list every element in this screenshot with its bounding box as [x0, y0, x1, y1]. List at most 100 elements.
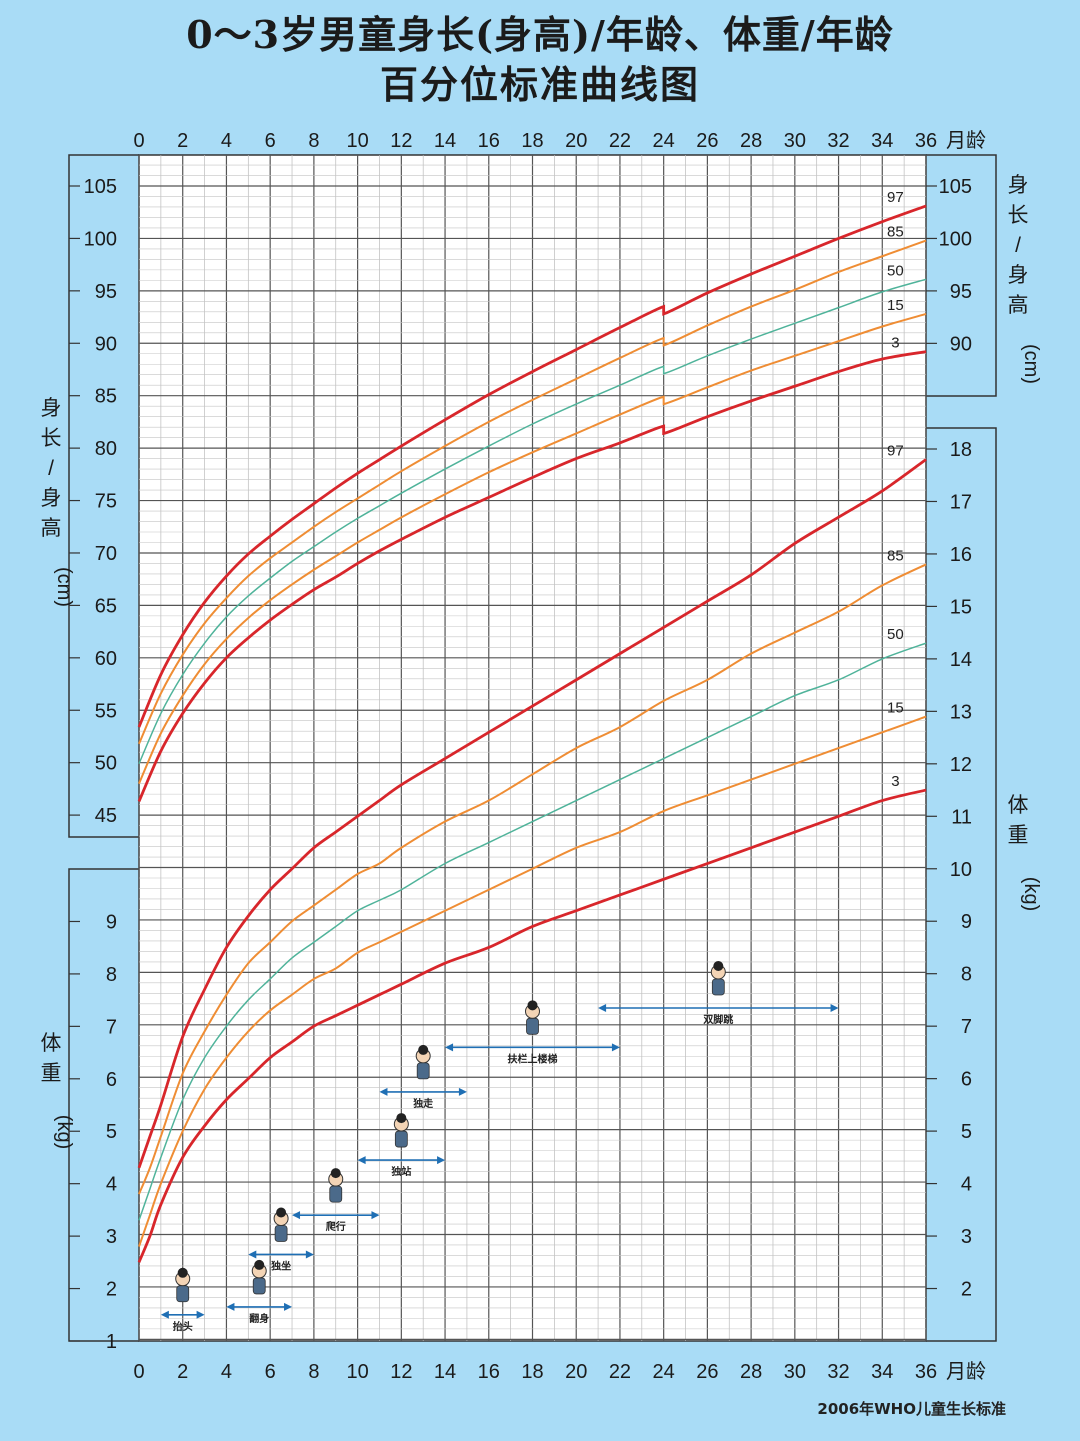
weight-tick-left: 1 — [106, 1331, 117, 1353]
baby-hair-icon — [254, 1259, 265, 1270]
x-tick-label-bottom: 8 — [308, 1361, 319, 1383]
baby-hair-icon — [276, 1207, 287, 1218]
weight-tick-right: 4 — [961, 1174, 972, 1196]
x-tick-label-bottom: 0 — [133, 1361, 144, 1383]
length-axis-title-right-char: 身 — [1008, 174, 1029, 197]
x-tick-label-top: 14 — [434, 130, 456, 152]
weight-axis-title-left-char: 重 — [41, 1062, 62, 1085]
arrow-head-left — [226, 1302, 235, 1311]
weight-axis-title-right-unit: (kg) — [1020, 877, 1042, 911]
x-tick-label-top: 30 — [784, 130, 806, 152]
length-tick-left: 100 — [84, 228, 117, 250]
weight-tick-left: 8 — [106, 964, 117, 986]
arrow-head-right — [458, 1087, 467, 1096]
x-tick-label-bottom: 22 — [609, 1361, 631, 1383]
milestone-label: 独坐 — [271, 1259, 291, 1272]
length-axis-title-left-char: 高 — [41, 517, 62, 540]
weight-tick-right: 14 — [950, 649, 972, 671]
x-tick-label-bottom: 30 — [784, 1361, 806, 1383]
baby-body-icon — [176, 1285, 190, 1303]
weight-curve-15 — [138, 715, 927, 1247]
x-tick-label-bottom: 20 — [565, 1361, 587, 1383]
x-tick-label-bottom: 34 — [871, 1361, 893, 1383]
milestone-label: 爬行 — [325, 1220, 346, 1233]
arrow-head-right — [305, 1250, 314, 1259]
weight-axis-title-right-char: 体 — [1008, 794, 1029, 817]
baby-hair-icon — [527, 1000, 538, 1011]
weight-tick-right: 16 — [950, 544, 972, 566]
x-tick-label-top: 20 — [565, 130, 587, 152]
weight-tick-right: 15 — [950, 596, 972, 618]
weight-tick-right: 2 — [961, 1279, 972, 1301]
milestone-label: 独站 — [391, 1165, 411, 1178]
baby-body-icon — [274, 1225, 288, 1242]
weight-curve-97 — [137, 458, 927, 1169]
weight-tick-right: 7 — [961, 1016, 972, 1038]
milestone-label: 抬头 — [173, 1320, 193, 1333]
weight-tick-right: 18 — [950, 439, 972, 461]
baby-hair-icon — [713, 961, 724, 972]
weight-axis-frame-right — [926, 427, 997, 1342]
arrow-head-right — [371, 1211, 380, 1220]
baby-hair-icon — [396, 1113, 407, 1124]
weight-tick-left: 5 — [106, 1121, 117, 1143]
length-curve-85 — [138, 239, 927, 745]
weight-tick-right: 8 — [961, 964, 972, 986]
length-tick-right: 95 — [950, 281, 972, 303]
arrow-head-left — [160, 1310, 169, 1319]
x-tick-label-top: 16 — [478, 130, 500, 152]
weight-tick-left: 9 — [106, 911, 117, 933]
length-tick-right: 90 — [950, 333, 972, 355]
x-tick-label-top: 12 — [390, 130, 412, 152]
percentile-label: 3 — [891, 773, 899, 790]
length-axis-title-right-unit: (cm) — [1020, 344, 1042, 384]
x-tick-label-top: 36 — [915, 130, 937, 152]
percentile-label: 50 — [887, 626, 904, 643]
percentile-label: 85 — [887, 224, 904, 241]
arrow-head-right — [284, 1302, 293, 1311]
length-tick-left: 65 — [95, 595, 117, 617]
x-tick-label-bottom: 18 — [521, 1361, 543, 1383]
weight-tick-right: 9 — [961, 911, 972, 933]
length-tick-left: 95 — [95, 281, 117, 303]
arrow-head-left — [445, 1043, 454, 1052]
weight-curve-50 — [138, 642, 927, 1221]
x-tick-label-bottom: 26 — [696, 1361, 718, 1383]
length-axis-title-right-char: 高 — [1008, 294, 1029, 317]
weight-tick-right: 10 — [950, 859, 972, 881]
x-tick-label-top: 28 — [740, 130, 762, 152]
x-tick-label-bottom: 16 — [478, 1361, 500, 1383]
length-tick-left: 90 — [95, 333, 117, 355]
x-tick-label-bottom: 14 — [434, 1361, 456, 1383]
x-tick-label-bottom: 4 — [221, 1361, 232, 1383]
length-tick-left: 80 — [95, 438, 117, 460]
grid-lines — [138, 155, 927, 1341]
weight-tick-right: 11 — [951, 806, 972, 828]
arrow-head-right — [437, 1156, 446, 1165]
weight-axis-title-left-unit: (kg) — [53, 1115, 75, 1149]
percentile-label: 15 — [887, 700, 904, 717]
length-tick-left: 55 — [95, 700, 117, 722]
weight-axis-frame-left — [68, 868, 139, 1342]
baby-hair-icon — [418, 1044, 429, 1055]
x-tick-label-top: 8 — [308, 130, 319, 152]
weight-axis-title-right-char: 重 — [1008, 824, 1029, 847]
weight-tick-left: 3 — [106, 1226, 117, 1248]
x-tick-label-bottom: 32 — [827, 1361, 849, 1383]
x-tick-label-bottom: 2 — [177, 1361, 188, 1383]
x-axis-title-top: 月龄 — [946, 129, 986, 152]
length-tick-left: 105 — [84, 176, 117, 198]
milestone-label: 翻身 — [249, 1312, 269, 1325]
weight-tick-left: 4 — [106, 1174, 117, 1196]
arrow-head-left — [292, 1211, 301, 1220]
weight-tick-right: 17 — [950, 491, 972, 513]
length-axis-title-right-char: 身 — [1008, 264, 1029, 287]
milestones: 抬头 翻身 独坐 爬行 独站 独走 扶栏上楼梯 双脚跳 — [160, 961, 839, 1333]
arrow-head-left — [598, 1004, 607, 1013]
milestone-label: 双脚跳 — [703, 1013, 733, 1026]
weight-tick-right: 6 — [961, 1069, 972, 1091]
length-axis-title-left-char: / — [48, 457, 54, 480]
length-axis-title-right-char: / — [1015, 234, 1021, 257]
baby-body-icon — [329, 1185, 343, 1203]
weight-tick-right: 3 — [961, 1226, 972, 1248]
